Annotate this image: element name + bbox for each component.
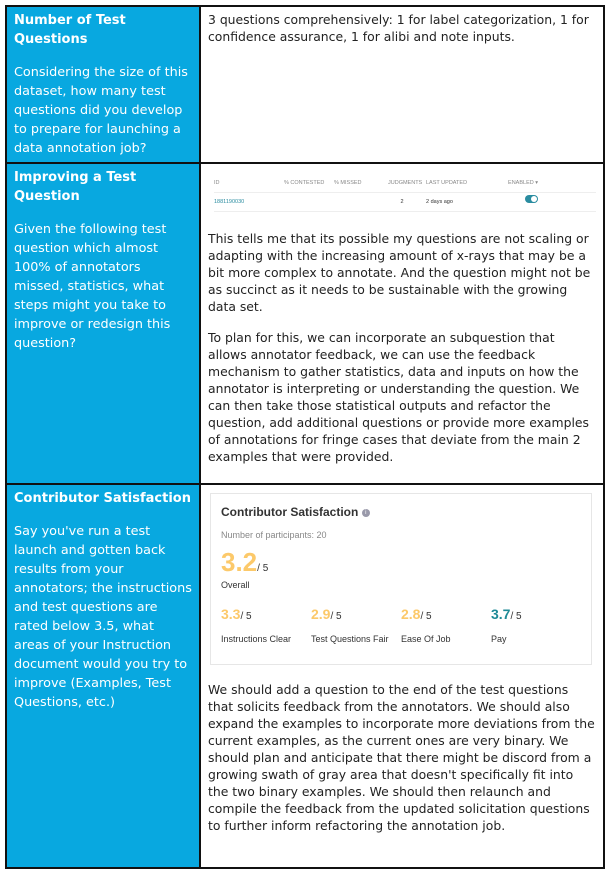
row-title: Number of Test Questions (14, 13, 126, 47)
metric-max: / 5 (330, 611, 342, 622)
answer-text: This tells me that its possible my quest… (208, 231, 591, 314)
question-text: Say you've run a test launch and gotten … (14, 524, 192, 710)
row-title: Contributor Satisfaction (14, 491, 191, 506)
question-cell: Number of Test Questions Considering the… (5, 5, 201, 164)
participants-count: Number of participants: 20 (221, 530, 327, 540)
metric-label: Ease Of Job (401, 634, 451, 644)
metric-max: / 5 (240, 611, 252, 622)
question-text: Given the following test question which … (14, 222, 171, 351)
col-id: ID (214, 179, 220, 186)
metric-max: / 5 (510, 611, 522, 622)
table-row: 1881190030 2 2 days ago (214, 193, 596, 212)
metric-score: 3.7 (491, 606, 511, 622)
metrics: 3.3/ 5 Instructions Clear 2.9/ 5 Test Quest… (221, 606, 581, 648)
question-id-link[interactable]: 1881190030 (214, 198, 245, 205)
enabled-toggle[interactable] (525, 194, 538, 203)
answer-text: To plan for this, we can incorporate an … (208, 330, 589, 464)
judgments-value: 2 (400, 198, 404, 205)
metric-score: 3.3 (221, 606, 241, 622)
answer-cell: ID % CONTESTED % MISSED JUDGMENTS LAST U… (199, 162, 605, 485)
metric: 3.7/ 5 Pay (491, 606, 581, 648)
col-enabled[interactable]: ENABLED ▾ (508, 179, 538, 186)
col-judgments: JUDGMENTS (388, 179, 423, 186)
last-updated-value: 2 days ago (426, 198, 453, 205)
question-text: Considering the size of this dataset, ho… (14, 65, 188, 156)
table-row: Contributor Satisfaction Say you've run … (5, 483, 605, 869)
metric-label: Instructions Clear (221, 634, 292, 644)
table-header: ID % CONTESTED % MISSED JUDGMENTS LAST U… (214, 174, 596, 193)
question-cell: Contributor Satisfaction Say you've run … (5, 483, 201, 869)
overall-score: 3.2 (221, 547, 258, 577)
question-cell: Improving a Test Question Given the foll… (5, 162, 201, 485)
answer-cell: 3 questions comprehensively: 1 for label… (199, 5, 605, 164)
col-missed: % MISSED (334, 179, 362, 186)
metric-max: / 5 (420, 611, 432, 622)
metric: 3.3/ 5 Instructions Clear (221, 606, 311, 648)
info-icon[interactable]: i (361, 508, 370, 517)
col-contested: % CONTESTED (284, 179, 325, 186)
metric-score: 2.9 (311, 606, 331, 622)
metric-label: Test Questions Fair (311, 634, 389, 644)
overall-max: / 5 (257, 563, 269, 574)
table-row: Number of Test Questions Considering the… (5, 5, 605, 164)
answer-text: 3 questions comprehensively: 1 for label… (208, 12, 589, 44)
metric-label: Pay (491, 634, 507, 644)
card-title: Contributor Satisfaction (221, 505, 359, 519)
test-question-table: ID % CONTESTED % MISSED JUDGMENTS LAST U… (214, 174, 596, 212)
table-row: Improving a Test Question Given the foll… (5, 162, 605, 485)
answer-text: We should add a question to the end of t… (208, 682, 595, 833)
answer-cell: Contributor Satisfaction i Number of par… (199, 483, 605, 869)
metric: 2.9/ 5 Test Questions Fair (311, 606, 401, 648)
overall-label: Overall (221, 580, 250, 590)
qa-table: Number of Test Questions Considering the… (5, 5, 605, 869)
row-title: Improving a Test Question (14, 170, 137, 204)
satisfaction-card: Contributor Satisfaction i Number of par… (210, 493, 592, 665)
metric: 2.8/ 5 Ease Of Job (401, 606, 491, 648)
col-last-updated: LAST UPDATED (426, 179, 468, 186)
metric-score: 2.8 (401, 606, 421, 622)
